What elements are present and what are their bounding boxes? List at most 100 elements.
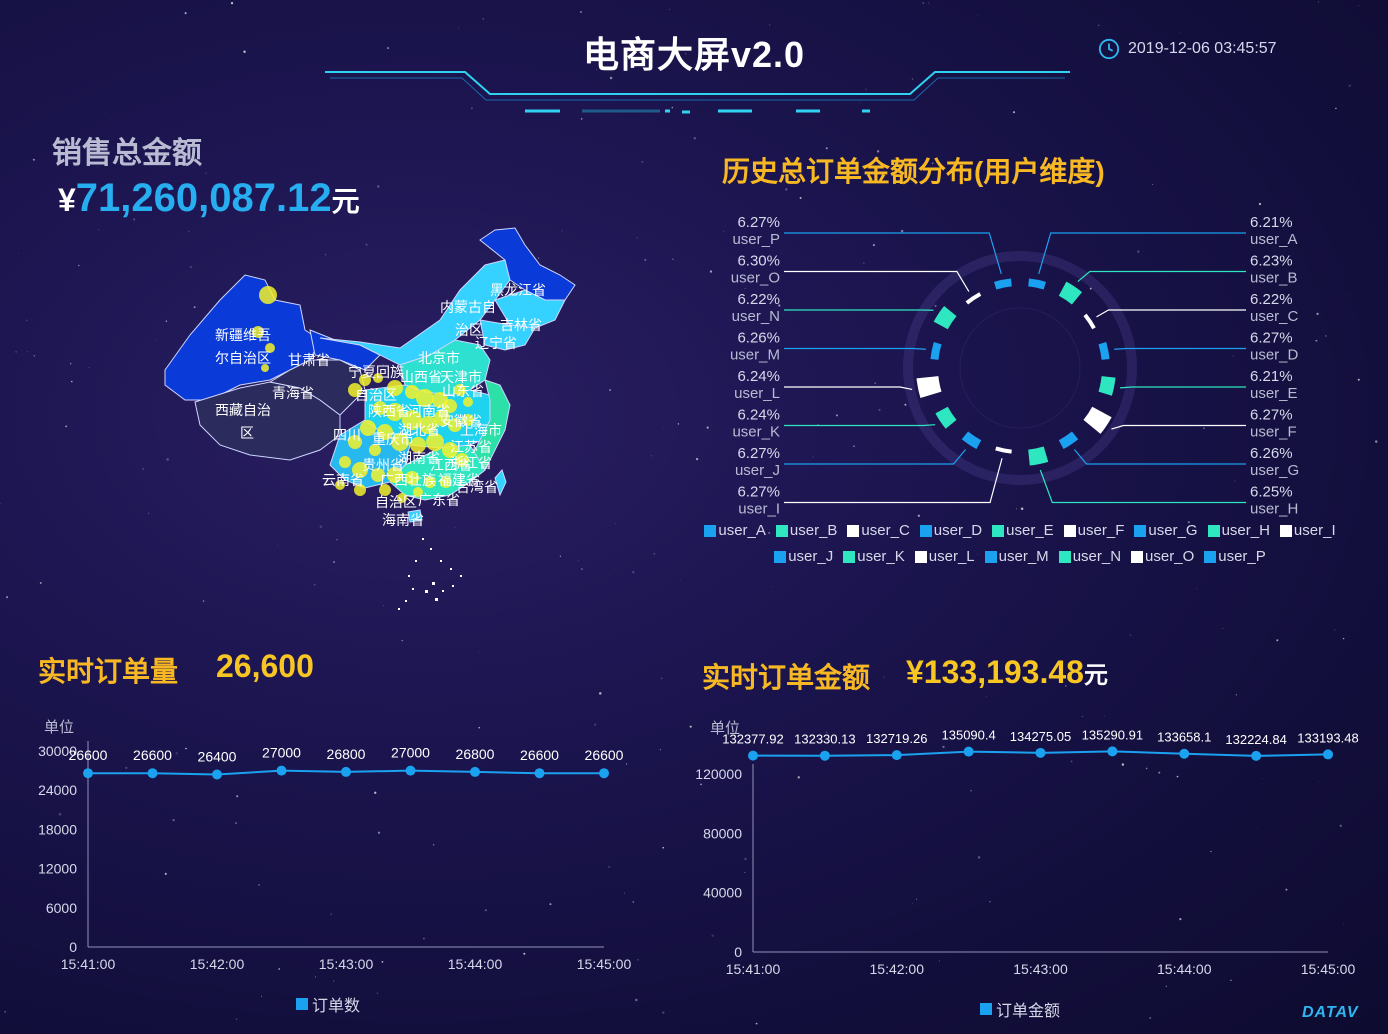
data-point[interactable] xyxy=(534,768,545,779)
data-point[interactable] xyxy=(470,766,480,777)
pie-legend-item-user_I[interactable]: user_I xyxy=(1279,522,1336,539)
data-point[interactable] xyxy=(819,750,830,761)
pie-slice-user_F[interactable] xyxy=(1083,406,1112,434)
pie-legend-item-user_N[interactable]: user_N xyxy=(1058,548,1122,565)
star xyxy=(374,791,377,794)
pie-legend-item-user_D[interactable]: user_D xyxy=(919,522,982,539)
amount-line-chart[interactable]: 单位 0 40000 80000 120000 15:41:00 15:42:00 15:43… xyxy=(690,716,1360,986)
pie-legend-item-user_C[interactable]: user_C xyxy=(847,522,910,539)
star xyxy=(609,389,611,391)
star xyxy=(78,264,80,267)
pie-legend-item-user_M[interactable]: user_M xyxy=(984,548,1049,565)
data-point[interactable] xyxy=(1251,750,1262,761)
pie-legend-item-user_A[interactable]: user_A xyxy=(704,522,766,539)
data-point[interactable] xyxy=(83,768,93,779)
data-point[interactable] xyxy=(891,750,902,761)
data-point[interactable] xyxy=(1323,749,1333,760)
data-point[interactable] xyxy=(276,765,287,776)
pie-slice-user_B[interactable] xyxy=(1058,281,1083,305)
pie-slice-user_P[interactable] xyxy=(994,278,1012,290)
pie-percent-label: 6.22% xyxy=(737,291,780,308)
star xyxy=(637,958,639,961)
pie-slice-user_H[interactable] xyxy=(1028,446,1049,466)
map-region-inner-mongolia[interactable] xyxy=(319,259,511,366)
star xyxy=(401,639,404,642)
star xyxy=(671,106,673,109)
pie-label-line xyxy=(1119,386,1246,389)
province-label: 河南省 xyxy=(408,403,450,419)
map-dot xyxy=(335,480,345,490)
map-region-hainan[interactable] xyxy=(407,509,423,523)
map-region-taiwan[interactable] xyxy=(494,469,507,497)
map-region-liaoning[interactable] xyxy=(479,319,536,351)
clock-icon xyxy=(1098,38,1120,60)
pie-slice-user_L[interactable] xyxy=(916,376,942,399)
pie-slice-user_J[interactable] xyxy=(961,431,982,450)
star xyxy=(230,1,234,5)
data-point[interactable] xyxy=(1107,746,1118,757)
orders-line-chart[interactable]: 单位 0 6000 12000 18000 24000 30000 15:41:00 15:42… xyxy=(30,712,650,982)
pie-name-label: user_M xyxy=(730,347,780,364)
pie-legend-item-user_H[interactable]: user_H xyxy=(1207,522,1270,539)
pie-legend-item-user_B[interactable]: user_B xyxy=(775,522,837,539)
pie-slice-user_O[interactable] xyxy=(965,292,982,305)
data-point[interactable] xyxy=(1179,748,1190,759)
pie-legend-item-user_J[interactable]: user_J xyxy=(774,548,833,565)
pie-slice-user_N[interactable] xyxy=(933,305,957,330)
star xyxy=(254,679,256,681)
legend-label: user_N xyxy=(1072,548,1122,565)
star xyxy=(911,78,914,80)
amount-legend[interactable]: 订单金额 xyxy=(980,997,1060,1021)
data-point[interactable] xyxy=(405,765,416,776)
star xyxy=(97,166,99,168)
star xyxy=(1335,107,1337,110)
pie-slice-user_E[interactable] xyxy=(1098,376,1116,396)
pie-legend-item-user_E[interactable]: user_E xyxy=(992,522,1054,539)
pie-percent-label: 6.23% xyxy=(1250,253,1293,270)
star xyxy=(482,18,484,20)
data-point[interactable] xyxy=(963,746,974,757)
star xyxy=(175,752,178,755)
orders-legend[interactable]: 订单数 xyxy=(296,992,360,1016)
star xyxy=(6,596,9,599)
star xyxy=(825,147,828,150)
data-point[interactable] xyxy=(1035,747,1046,758)
data-point[interactable] xyxy=(748,750,758,761)
pie-name-label: user_K xyxy=(732,424,780,441)
data-label: 26800 xyxy=(456,746,495,762)
data-point[interactable] xyxy=(147,768,158,779)
legend-label: user_G xyxy=(1148,522,1198,539)
data-point[interactable] xyxy=(212,769,222,780)
map-region-heilongjiang[interactable] xyxy=(479,227,576,301)
pie-legend-item-user_L[interactable]: user_L xyxy=(914,548,975,565)
pie-slice-user_G[interactable] xyxy=(1058,431,1079,450)
data-point[interactable] xyxy=(599,768,609,779)
pie-legend-item-user_P[interactable]: user_P xyxy=(1204,548,1266,565)
pie-legend-item-user_F[interactable]: user_F xyxy=(1063,522,1124,539)
pie-slice-user_I[interactable] xyxy=(995,446,1012,454)
province-label: 新疆维吾 xyxy=(215,327,271,343)
pie-slice-user_K[interactable] xyxy=(935,406,957,429)
data-point[interactable] xyxy=(341,766,351,777)
star xyxy=(835,414,838,417)
orders-legend-swatch xyxy=(296,998,308,1010)
pie-name-label: user_H xyxy=(1250,501,1298,518)
star xyxy=(685,53,687,55)
pie-legend-item-user_K[interactable]: user_K xyxy=(843,548,905,565)
star xyxy=(1064,685,1067,687)
star xyxy=(184,12,187,15)
pie-slice-user_A[interactable] xyxy=(1028,278,1046,290)
pie-legend-item-user_O[interactable]: user_O xyxy=(1131,548,1194,565)
star xyxy=(977,14,979,16)
pie-slice-user_C[interactable] xyxy=(1083,313,1096,330)
pie-slice-user_D[interactable] xyxy=(1098,342,1110,360)
pie-slice-user_M[interactable] xyxy=(930,342,942,360)
star xyxy=(913,158,916,161)
pie-legend-item-user_G[interactable]: user_G xyxy=(1134,522,1198,539)
map-dot xyxy=(443,399,457,413)
pie-label-line xyxy=(1039,469,1246,504)
datetime-display: 2019-12-06 03:45:57 xyxy=(1098,38,1277,60)
sales-total-value: ¥71,260,087.12元 xyxy=(58,176,360,221)
user-order-distribution-chart[interactable]: 6.21%user_A6.23%user_B6.22%user_C6.27%us… xyxy=(700,205,1380,525)
